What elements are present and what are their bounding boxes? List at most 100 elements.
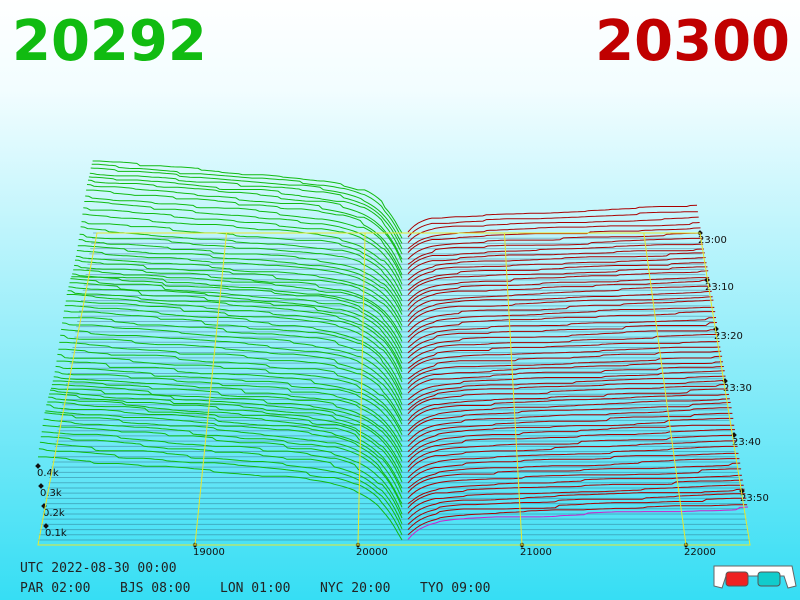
ask-depth [407,299,714,333]
bid-depth [56,360,403,436]
bid-depth [87,179,403,260]
ask-depth [407,462,741,493]
zone-time: PAR 02:00 [20,581,90,596]
bid-depth [80,226,403,301]
ask-depth [407,370,725,400]
zone-time: LON 01:00 [220,581,290,596]
bid-depth [55,365,403,441]
ask-depth [407,329,718,359]
marker [739,488,745,494]
bid-depth [72,273,403,348]
utc-time: UTC 2022-08-30 00:00 [20,561,177,576]
depth-label: 0.3k [40,488,62,499]
bid-depth [89,172,403,249]
bid-depth [82,213,403,290]
bid-depth [79,233,403,307]
bid-depth [53,376,403,452]
grid-line [194,232,227,546]
bid-depth [54,371,403,447]
time-label: 23:00 [698,235,727,246]
ask-depth [407,248,704,275]
bid-depth [48,396,403,483]
ask-depth [407,366,724,394]
bid-depth [62,322,403,405]
bid-depth [50,387,403,468]
ask-depth [407,458,740,489]
time-label: 23:50 [740,493,769,504]
3d-toggle[interactable] [713,565,797,589]
bid-depth [46,404,403,493]
bid-depth [73,269,403,342]
bid-depth [52,380,403,457]
price-label: 19000 [193,547,225,558]
depth-label: 0.4k [37,468,59,479]
ask-depth [407,243,704,269]
bid-depth [45,410,403,499]
grid-line [357,232,366,546]
grid-line [643,232,687,546]
ask-depth [407,493,746,525]
ask-depth [407,504,748,536]
ask-depth [407,290,712,322]
ask-depth [407,227,701,253]
ask-depth [407,375,726,406]
marker [704,277,710,283]
ask-depth [407,401,731,436]
ask-depth [407,361,723,389]
bid-depth [74,264,403,338]
bid-depth [83,207,403,285]
ask-depth [407,429,735,463]
bid-depth [57,353,403,431]
ask-depth [407,279,711,311]
bid-depth [59,341,403,421]
bid-depth [42,424,403,515]
time-label: 23:10 [705,282,734,293]
bid-depth [85,195,403,275]
ask-depth [407,341,720,369]
bid-depth [58,348,403,425]
ask-depth [407,445,738,478]
ask-depth [407,334,719,364]
bid-depth [63,310,403,395]
bid-depth [77,245,403,315]
ask-depth [407,355,723,384]
ask-depth [407,306,715,338]
bid-depth [49,393,403,478]
ask-depth [407,216,699,244]
bid-depth [41,431,403,519]
bid-depth [84,201,403,279]
depth-label: 0.1k [45,528,67,539]
ask-price: 20300 [595,9,790,74]
depth-label: 0.2k [43,508,65,519]
bid-depth [90,167,403,244]
ask-depth [407,424,735,458]
ask-depth [407,434,736,468]
bid-depth [74,259,403,331]
grid-line [503,232,523,546]
ask-depth [407,379,727,411]
bid-depth [86,189,403,270]
ask-depth [407,257,706,286]
ask-depth [407,412,733,447]
ask-depth [407,484,744,514]
depth-layers [38,160,750,541]
time-zones: PAR 02:00 BJS 08:00 LON 01:00 NYC 20:00 TYO … [20,581,490,596]
ask-depth [407,393,730,425]
bid-depth [76,250,403,322]
bid-depth [63,317,403,399]
ask-depth [407,262,707,291]
bid-depth [47,401,403,489]
bid-depth [38,456,403,541]
ask-depth [407,497,747,530]
bid-depth [44,412,403,504]
bid-depth [61,328,403,410]
bid-depth [70,278,403,359]
ask-depth [407,388,729,421]
zone-time: NYC 20:00 [320,581,390,596]
ask-depth [407,407,732,442]
bid-price: 20292 [12,9,207,74]
ask-depth [407,252,705,281]
frame [37,232,751,546]
bid-depth [68,286,403,369]
price-label: 21000 [520,547,552,558]
